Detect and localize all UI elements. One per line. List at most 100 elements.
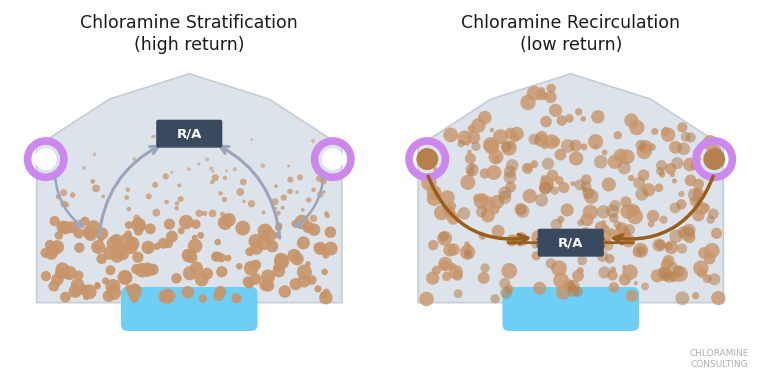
Point (461, 249, 473, 255)
Point (575, 220, 587, 226)
Point (562, 143, 574, 149)
Point (557, 289, 569, 295)
Point (128, 156, 141, 162)
Point (578, 144, 590, 150)
Point (222, 255, 234, 261)
Point (245, 136, 258, 142)
Point (581, 234, 593, 240)
Point (122, 285, 135, 291)
Point (69, 288, 81, 294)
Point (318, 292, 330, 298)
Point (429, 166, 442, 173)
Point (73, 272, 85, 279)
Point (276, 259, 288, 265)
Point (521, 165, 534, 171)
Point (426, 275, 439, 281)
Point (609, 159, 621, 165)
Point (477, 233, 489, 239)
Point (565, 283, 577, 290)
Point (616, 225, 629, 231)
Point (462, 252, 474, 258)
Point (667, 263, 679, 269)
Point (277, 195, 290, 201)
Point (314, 192, 326, 198)
Point (624, 269, 636, 275)
Point (668, 274, 680, 280)
Point (207, 211, 219, 217)
Point (612, 222, 624, 228)
Point (128, 288, 141, 294)
Point (462, 179, 474, 185)
Point (90, 244, 103, 250)
Point (250, 238, 262, 244)
Point (284, 188, 296, 195)
Point (665, 244, 677, 250)
Point (187, 252, 199, 258)
Point (603, 256, 616, 262)
Point (651, 273, 663, 279)
Point (663, 258, 675, 264)
Point (572, 109, 584, 115)
Circle shape (703, 148, 725, 170)
Point (580, 184, 592, 190)
Point (572, 273, 584, 279)
Point (492, 228, 504, 234)
Point (201, 157, 214, 163)
Point (635, 247, 647, 253)
Point (312, 286, 324, 292)
Point (546, 139, 558, 145)
Point (675, 201, 687, 207)
Point (284, 177, 296, 183)
Point (66, 224, 78, 230)
Point (83, 289, 95, 295)
Point (444, 209, 456, 215)
Text: Chloramine Stratification: Chloramine Stratification (81, 14, 298, 32)
Point (695, 265, 707, 271)
Point (477, 275, 489, 281)
Point (499, 280, 511, 287)
Point (219, 220, 231, 226)
Point (672, 268, 684, 274)
Point (213, 293, 225, 299)
Point (121, 238, 133, 244)
Point (87, 224, 100, 230)
Point (92, 244, 104, 250)
Point (96, 231, 108, 237)
Point (150, 210, 163, 216)
Point (144, 226, 157, 232)
Point (61, 202, 73, 208)
Point (567, 180, 579, 187)
Point (157, 240, 169, 246)
Point (653, 242, 665, 248)
Point (216, 269, 228, 275)
Point (522, 100, 534, 106)
Point (482, 200, 494, 206)
Point (546, 173, 559, 179)
Point (52, 277, 64, 283)
Point (206, 179, 218, 185)
Point (438, 234, 450, 240)
Point (579, 237, 591, 243)
Point (189, 243, 201, 249)
Point (618, 230, 630, 236)
Point (104, 250, 116, 256)
Point (500, 290, 512, 296)
Point (597, 209, 610, 215)
Point (479, 115, 491, 121)
Point (447, 263, 459, 269)
Point (505, 184, 517, 190)
Point (297, 240, 309, 246)
Point (638, 172, 650, 178)
Point (308, 187, 320, 193)
Point (148, 133, 160, 139)
Point (229, 166, 241, 173)
Point (435, 209, 448, 215)
Point (218, 196, 230, 203)
Point (574, 268, 586, 274)
Point (528, 136, 540, 142)
Point (193, 210, 205, 216)
Point (704, 255, 716, 261)
Point (558, 184, 570, 190)
Point (506, 162, 518, 168)
Point (668, 178, 680, 184)
